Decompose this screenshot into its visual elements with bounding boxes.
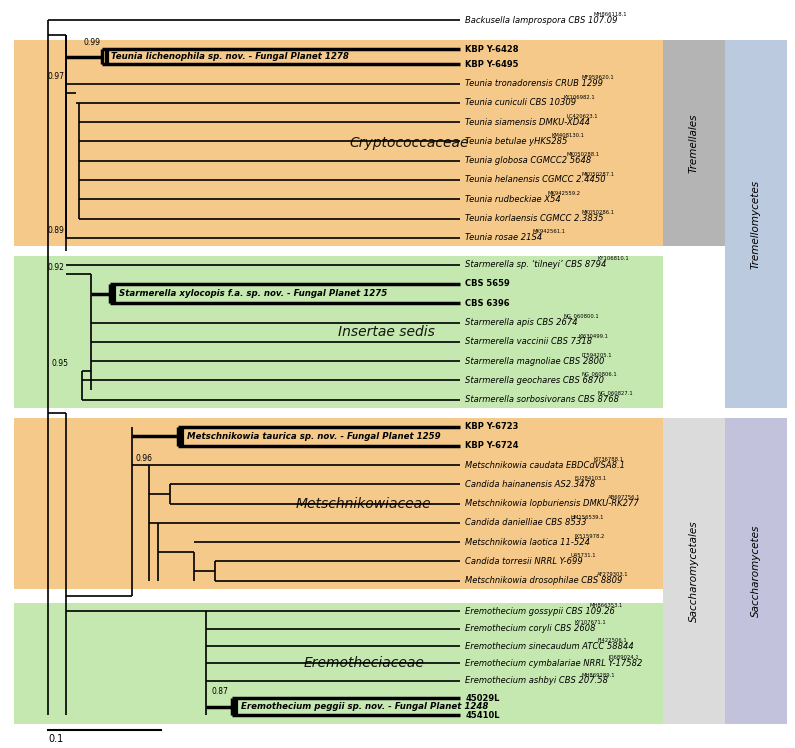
Text: 0.96: 0.96	[136, 454, 153, 463]
Text: Saccharomycetales: Saccharomycetales	[688, 520, 699, 622]
Text: Eremothecium cymbalariae NRRL Y-17582: Eremothecium cymbalariae NRRL Y-17582	[465, 659, 642, 668]
Text: JX515978.2: JX515978.2	[574, 534, 605, 539]
Bar	[724, 40, 786, 408]
Text: Starmerella apis CBS 2674: Starmerella apis CBS 2674	[465, 318, 578, 327]
Text: AF279303.1: AF279303.1	[597, 572, 629, 577]
Bar	[14, 603, 662, 724]
Text: Teunia siamensis DMKU-XD44: Teunia siamensis DMKU-XD44	[465, 117, 590, 126]
Text: Metschnikowia lopburiensis DMKU-RK277: Metschnikowia lopburiensis DMKU-RK277	[465, 499, 639, 508]
Text: KBP Y-6495: KBP Y-6495	[465, 60, 518, 69]
Text: Metschnikowia taurica sp. nov. - Fungal Planet 1259: Metschnikowia taurica sp. nov. - Fungal …	[187, 432, 440, 441]
Text: MF959620.1: MF959620.1	[582, 76, 615, 80]
Text: Teunia rudbeckiae X54: Teunia rudbeckiae X54	[465, 194, 561, 203]
Text: Metschnikowia laotica 11-524: Metschnikowia laotica 11-524	[465, 538, 590, 547]
Text: Insertae sedis: Insertae sedis	[338, 325, 435, 339]
Text: Teunia tronadorensis CRUB 1299: Teunia tronadorensis CRUB 1299	[465, 79, 603, 88]
Text: Eremothecium sinecaudum ATCC 58844: Eremothecium sinecaudum ATCC 58844	[465, 642, 634, 651]
Text: EU284103.1: EU284103.1	[574, 476, 607, 481]
Text: MH866353.1: MH866353.1	[589, 603, 622, 608]
Text: KY106810.1: KY106810.1	[597, 257, 629, 262]
Text: CBS 5659: CBS 5659	[465, 280, 510, 289]
Text: Metschnikowia drosophilae CBS 8809: Metschnikowia drosophilae CBS 8809	[465, 576, 622, 585]
Text: Eremothecium coryli CBS 2608: Eremothecium coryli CBS 2608	[465, 625, 595, 634]
Bar	[14, 256, 662, 408]
Text: 0.97: 0.97	[48, 73, 65, 82]
Text: KBP Y-6723: KBP Y-6723	[465, 422, 518, 431]
Text: Teunia cuniculi CBS 10309: Teunia cuniculi CBS 10309	[465, 99, 576, 108]
Text: Metschnikowia caudata EBDCdVSA8.1: Metschnikowia caudata EBDCdVSA8.1	[465, 461, 625, 470]
Text: HM156539.1: HM156539.1	[571, 515, 604, 520]
Text: U45731.1: U45731.1	[571, 553, 596, 558]
Bar	[14, 418, 662, 589]
Text: Eremothecium peggii sp. nov. - Fungal Planet 1248: Eremothecium peggii sp. nov. - Fungal Pl…	[241, 702, 488, 711]
Text: NG_060827.1: NG_060827.1	[597, 390, 633, 396]
Text: KY106982.1: KY106982.1	[563, 95, 595, 99]
Text: CBS 6396: CBS 6396	[465, 298, 510, 307]
Text: Eremothecium gossypii CBS 109.26: Eremothecium gossypii CBS 109.26	[465, 607, 615, 616]
Text: Cryptococcaceae: Cryptococcaceae	[349, 136, 468, 150]
Text: KY107671.1: KY107671.1	[574, 621, 606, 625]
Text: NG_060806.1: NG_060806.1	[582, 371, 618, 377]
Text: AB697756.1: AB697756.1	[608, 495, 641, 500]
Text: Starmerella vaccinii CBS 7318: Starmerella vaccinii CBS 7318	[465, 337, 592, 346]
Text: 0.92: 0.92	[48, 263, 64, 272]
Text: Metschnikowiaceae: Metschnikowiaceae	[296, 497, 432, 511]
Bar	[662, 40, 724, 246]
Bar	[14, 40, 662, 246]
Text: 0.87: 0.87	[211, 687, 228, 696]
Text: Starmerella magnoliae CBS 2800: Starmerella magnoliae CBS 2800	[465, 357, 604, 366]
Text: Teunia betulae yHKS285: Teunia betulae yHKS285	[465, 137, 568, 146]
Text: NG_060800.1: NG_060800.1	[563, 313, 599, 319]
Text: Starmerella geochares CBS 6870: Starmerella geochares CBS 6870	[465, 375, 604, 384]
Text: KJ736788.1: KJ736788.1	[593, 457, 623, 462]
Text: Teunia lichenophila sp. nov. - Fungal Planet 1278: Teunia lichenophila sp. nov. - Fungal Pl…	[111, 52, 349, 61]
Text: Candida danielliae CBS 8533: Candida danielliae CBS 8533	[465, 518, 587, 527]
Text: FJ422506.1: FJ422506.1	[597, 638, 626, 643]
Text: KBP Y-6428: KBP Y-6428	[465, 44, 518, 54]
Text: LT594205.1: LT594205.1	[582, 353, 612, 358]
Text: Starmerella sorbosivorans CBS 8768: Starmerella sorbosivorans CBS 8768	[465, 395, 619, 404]
Text: Backusella lamprospora CBS 107.09: Backusella lamprospora CBS 107.09	[465, 16, 618, 25]
Text: Candida hainanensis AS2.3478: Candida hainanensis AS2.3478	[465, 479, 595, 488]
Text: MK050287.1: MK050287.1	[582, 172, 615, 177]
Text: MK050286.1: MK050286.1	[582, 210, 615, 215]
Text: Starmerella xylocopis f.a. sp. nov. - Fungal Planet 1275: Starmerella xylocopis f.a. sp. nov. - Fu…	[119, 289, 387, 298]
Text: Eremothecium ashbyi CBS 207.58: Eremothecium ashbyi CBS 207.58	[465, 676, 608, 685]
Text: Tremellomycetes: Tremellomycetes	[750, 180, 761, 269]
Bar	[662, 418, 724, 724]
Text: 45410L: 45410L	[465, 711, 500, 720]
Text: 0.1: 0.1	[48, 734, 63, 744]
Text: Teunia rosae 21S4: Teunia rosae 21S4	[465, 233, 542, 242]
Text: KM408130.1: KM408130.1	[552, 133, 584, 138]
Text: Teunia globosa CGMCC2 5648: Teunia globosa CGMCC2 5648	[465, 156, 591, 165]
Text: KBP Y-6724: KBP Y-6724	[465, 441, 518, 450]
Bar	[724, 418, 786, 724]
Text: 0.95: 0.95	[51, 359, 68, 368]
Text: Tremellales: Tremellales	[688, 114, 699, 173]
Text: Starmerella sp. ‘tilneyi’ CBS 8794: Starmerella sp. ‘tilneyi’ CBS 8794	[465, 260, 607, 269]
Text: 45029L: 45029L	[465, 693, 499, 702]
Text: MK050288.1: MK050288.1	[567, 153, 600, 157]
Text: Eremotheciaceae: Eremotheciaceae	[303, 657, 424, 670]
Text: MK942561.1: MK942561.1	[533, 230, 566, 234]
Text: JQ689024.1: JQ689024.1	[608, 655, 639, 660]
Text: 0.89: 0.89	[48, 227, 64, 236]
Text: KJ630499.1: KJ630499.1	[578, 334, 608, 339]
Text: 0.99: 0.99	[84, 37, 101, 46]
Text: Teunia helanensis CGMCC 2.4450: Teunia helanensis CGMCC 2.4450	[465, 176, 606, 185]
Text: Candida torresii NRRL Y-699: Candida torresii NRRL Y-699	[465, 557, 583, 565]
Text: MK942559.2: MK942559.2	[548, 191, 581, 196]
Text: Teunia korlaensis CGMCC 2.3835: Teunia korlaensis CGMCC 2.3835	[465, 214, 603, 223]
Text: MH866118.1: MH866118.1	[593, 12, 626, 17]
Text: MH869289.1: MH869289.1	[582, 672, 615, 678]
Text: Saccharomycetes: Saccharomycetes	[750, 525, 761, 617]
Text: LC420623.1: LC420623.1	[567, 114, 599, 119]
